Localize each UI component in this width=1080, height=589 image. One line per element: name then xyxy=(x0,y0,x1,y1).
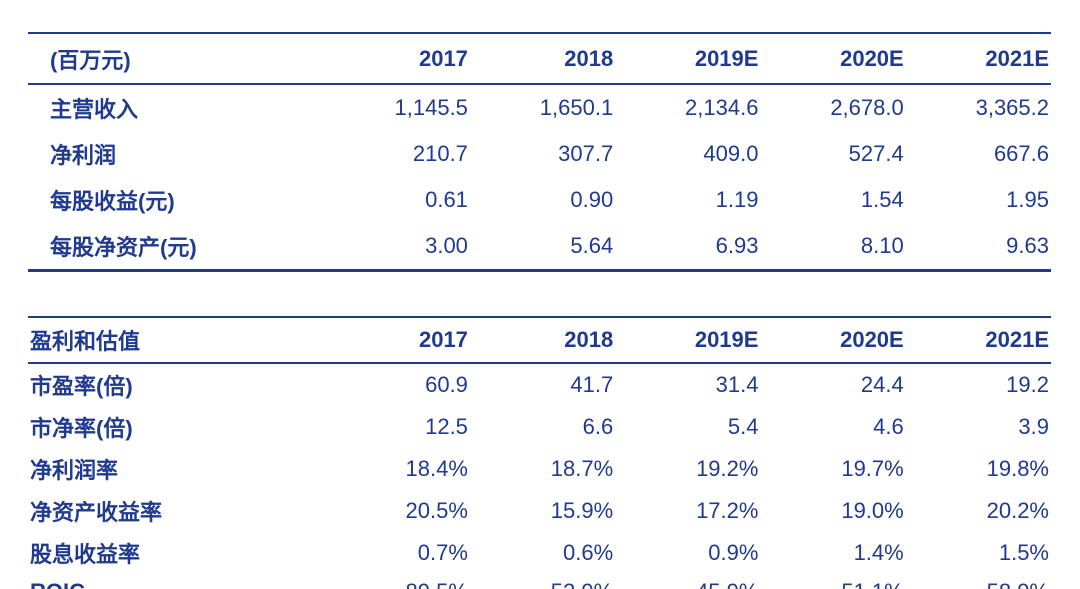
row-label: 净利润 xyxy=(50,143,117,168)
cell-value: 1,650.1 xyxy=(539,95,614,120)
cell-value: 6.6 xyxy=(582,414,614,439)
cell-value: 24.4 xyxy=(860,372,904,397)
table-row-dividend-yield: 股息收益率 0.7% 0.6% 0.9% 1.4% 1.5% xyxy=(28,532,1051,574)
cell-value: 20.5% xyxy=(405,498,468,523)
table-row-pe: 市盈率(倍) 60.9 41.7 31.4 24.4 19.2 xyxy=(28,363,1051,406)
column-header-2018: 2018 xyxy=(469,32,616,85)
row-label: 净利润率 xyxy=(30,458,119,483)
cell-value: 1.4% xyxy=(853,540,904,565)
column-header-2019e: 2019E xyxy=(615,32,761,85)
cell-value: 60.9 xyxy=(425,372,468,397)
row-label: ROIC xyxy=(28,574,325,589)
cell-value: 409.0 xyxy=(703,141,759,166)
row-label: 每股收益(元) xyxy=(50,189,175,214)
cell-value: 19.7% xyxy=(841,456,904,481)
cell-value: 1,145.5 xyxy=(394,95,468,120)
column-header-2021e: 2021E xyxy=(905,32,1051,85)
cell-value: 0.6% xyxy=(563,540,614,565)
cell-value: 19.2 xyxy=(1006,372,1049,397)
cell-value: 2,134.6 xyxy=(685,95,759,120)
cell-value: 3.9 xyxy=(1018,414,1049,439)
row-label: 市净率(倍) xyxy=(30,416,133,441)
cell-value: 19.8% xyxy=(986,456,1049,481)
cell-value: 51.1% xyxy=(760,574,905,589)
financial-forecast-table: (百万元) 2017 2018 2019E 2020E 2021E 主营收入 1… xyxy=(28,32,1051,272)
cell-value: 0.7% xyxy=(417,540,468,565)
column-header-2021e: 2021E xyxy=(905,316,1051,364)
cell-value: 12.5 xyxy=(425,414,468,439)
table-row-revenue: 主营收入 1,145.5 1,650.1 2,134.6 2,678.0 3,3… xyxy=(28,84,1051,131)
cell-value: 6.93 xyxy=(715,233,759,258)
cell-value: 1.95 xyxy=(1006,187,1049,212)
cell-value: 5.64 xyxy=(570,233,614,258)
valuation-table: 盈利和估值 2017 2018 2019E 2020E 2021E 市盈率(倍)… xyxy=(28,316,1051,589)
cell-value: 19.2% xyxy=(696,456,759,481)
table-row-pb: 市净率(倍) 12.5 6.6 5.4 4.6 3.9 xyxy=(28,406,1051,448)
row-label: 净资产收益率 xyxy=(30,500,163,525)
cell-value: 9.63 xyxy=(1006,233,1049,258)
cell-value: 18.4% xyxy=(405,456,468,481)
table-row-roic: ROIC 89.5% 52.9% 45.9% 51.1% 58.9% xyxy=(28,574,1051,589)
column-header-2017: 2017 xyxy=(324,32,470,85)
cell-value: 0.61 xyxy=(425,187,468,212)
cell-value: 31.4 xyxy=(715,372,759,397)
cell-value: 1.5% xyxy=(998,540,1049,565)
cell-value: 307.7 xyxy=(558,141,614,166)
cell-value: 4.6 xyxy=(873,414,904,439)
cell-value: 3.00 xyxy=(425,233,468,258)
unit-header: (百万元) xyxy=(28,32,325,85)
cell-value: 667.6 xyxy=(993,141,1049,166)
cell-value: 2,678.0 xyxy=(830,95,904,120)
table-header-row: (百万元) 2017 2018 2019E 2020E 2021E xyxy=(28,32,1051,85)
cell-value: 58.9% xyxy=(906,574,1051,589)
cell-value: 5.4 xyxy=(727,414,759,439)
cell-value: 210.7 xyxy=(412,141,468,166)
table-row-bvps: 每股净资产(元) 3.00 5.64 6.93 8.10 9.63 xyxy=(28,223,1051,271)
cell-value: 1.19 xyxy=(715,187,759,212)
column-header-2020e: 2020E xyxy=(760,32,906,85)
cell-value: 89.5% xyxy=(325,574,470,589)
cell-value: 1.54 xyxy=(860,187,904,212)
row-label: 市盈率(倍) xyxy=(30,374,133,399)
cell-value: 20.2% xyxy=(986,498,1049,523)
table-row-net-profit: 净利润 210.7 307.7 409.0 527.4 667.6 xyxy=(28,131,1051,177)
row-label: 主营收入 xyxy=(50,97,139,122)
cell-value: 527.4 xyxy=(848,141,904,166)
cell-value: 8.10 xyxy=(860,233,904,258)
cell-value: 3,365.2 xyxy=(975,95,1049,120)
column-header-2018: 2018 xyxy=(469,316,616,364)
cell-value: 18.7% xyxy=(550,456,614,481)
cell-value: 45.9% xyxy=(615,574,760,589)
table-row-eps: 每股收益(元) 0.61 0.90 1.19 1.54 1.95 xyxy=(28,177,1051,223)
cell-value: 17.2% xyxy=(696,498,759,523)
cell-value: 19.0% xyxy=(841,498,904,523)
row-label: 股息收益率 xyxy=(30,542,141,567)
cell-value: 41.7 xyxy=(570,372,614,397)
cell-value: 15.9% xyxy=(550,498,614,523)
table-row-net-margin: 净利润率 18.4% 18.7% 19.2% 19.7% 19.8% xyxy=(28,448,1051,490)
row-label: 每股净资产(元) xyxy=(50,235,197,260)
column-header-2020e: 2020E xyxy=(760,316,906,364)
column-header-2019e: 2019E xyxy=(615,316,761,364)
cell-value: 52.9% xyxy=(470,574,615,589)
cell-value: 0.9% xyxy=(708,540,759,565)
valuation-header: 盈利和估值 xyxy=(28,316,325,364)
cell-value: 0.90 xyxy=(570,187,614,212)
table-row-roe: 净资产收益率 20.5% 15.9% 17.2% 19.0% 20.2% xyxy=(28,490,1051,532)
column-header-2017: 2017 xyxy=(324,316,470,364)
table-header-row: 盈利和估值 2017 2018 2019E 2020E 2021E xyxy=(28,316,1051,364)
